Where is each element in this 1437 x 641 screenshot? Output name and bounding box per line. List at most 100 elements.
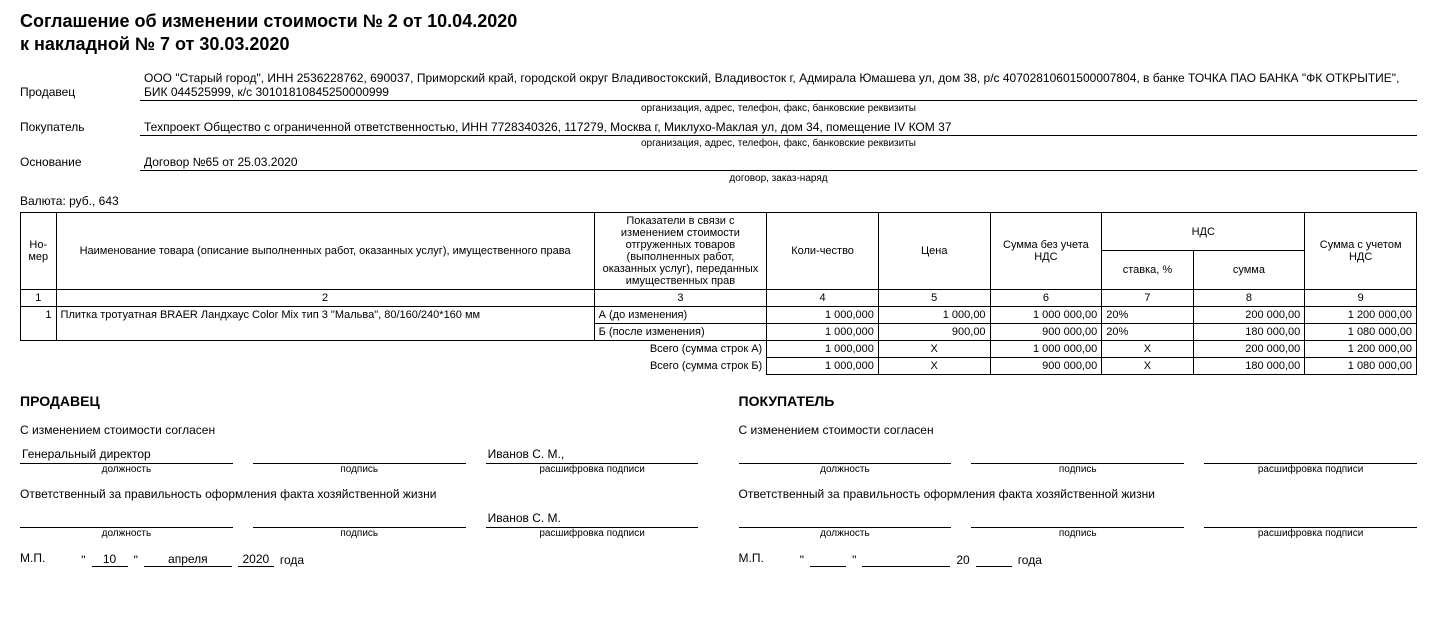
buyer-resp-sign bbox=[971, 511, 1184, 528]
seller-resp-text: Ответственный за правильность оформления… bbox=[20, 487, 699, 501]
buyer-position bbox=[739, 447, 952, 464]
totals-b-vat-sum: 180 000,00 bbox=[1193, 357, 1305, 374]
th-c2: 2 bbox=[56, 289, 594, 306]
quote-open: " bbox=[81, 553, 85, 567]
th-num: Но-мер bbox=[21, 212, 57, 289]
seller-stamp-row: М.П. " 10 " апреля 2020 года bbox=[20, 551, 699, 567]
cell-a-vat-rate: 20% bbox=[1102, 306, 1193, 323]
buyer-day bbox=[810, 566, 846, 567]
cap-sign: подпись bbox=[253, 464, 466, 475]
buyer-sig-heading: ПОКУПАТЕЛЬ bbox=[739, 393, 1418, 409]
seller-day: 10 bbox=[92, 552, 128, 567]
totals-b-sum-no-vat: 900 000,00 bbox=[990, 357, 1102, 374]
cell-b-label: Б (после изменения) bbox=[594, 323, 767, 340]
seller-signature-col: ПРОДАВЕЦ С изменением стоимости согласен… bbox=[20, 393, 699, 567]
totals-a-label: Всего (сумма строк А) bbox=[594, 340, 767, 357]
th-indicators: Показатели в связи с изменением стоимост… bbox=[594, 212, 767, 289]
seller-resp-sign bbox=[253, 511, 466, 528]
buyer-resp-name bbox=[1204, 511, 1417, 528]
th-vat: НДС bbox=[1102, 212, 1305, 251]
cap-position2: должность bbox=[20, 528, 233, 539]
cap-sign4: подпись bbox=[971, 528, 1184, 539]
cap-decode2: расшифровка подписи bbox=[486, 528, 699, 539]
buyer-signature-col: ПОКУПАТЕЛЬ С изменением стоимости соглас… bbox=[739, 393, 1418, 567]
buyer-row: Покупатель Техпроект Общество с ограниче… bbox=[20, 120, 1417, 136]
currency-text: Валюта: руб., 643 bbox=[20, 194, 1417, 208]
cell-a-qty: 1 000,000 bbox=[767, 306, 879, 323]
cell-a-sum-no-vat: 1 000 000,00 bbox=[990, 306, 1102, 323]
seller-name: Иванов С. М., bbox=[486, 447, 699, 464]
totals-b-vat-rate: Х bbox=[1102, 357, 1193, 374]
cap-decode4: расшифровка подписи bbox=[1204, 528, 1417, 539]
totals-a-vat-sum: 200 000,00 bbox=[1193, 340, 1305, 357]
seller-agree-text: С изменением стоимости согласен bbox=[20, 423, 699, 437]
seller-sign bbox=[253, 447, 466, 464]
buyer-agree-text: С изменением стоимости согласен bbox=[739, 423, 1418, 437]
th-sum-no-vat: Сумма без учета НДС bbox=[990, 212, 1102, 289]
totals-b-qty: 1 000,000 bbox=[767, 357, 879, 374]
year-prefix: 20 bbox=[956, 553, 969, 567]
th-c3: 3 bbox=[594, 289, 767, 306]
th-c9: 9 bbox=[1305, 289, 1417, 306]
seller-resp-position bbox=[20, 511, 233, 528]
cell-num: 1 bbox=[21, 306, 57, 340]
basis-label: Основание bbox=[20, 155, 140, 171]
cap-position4: должность bbox=[739, 528, 952, 539]
totals-a-sum-with-vat: 1 200 000,00 bbox=[1305, 340, 1417, 357]
buyer-caption: организация, адрес, телефон, факс, банко… bbox=[140, 138, 1417, 149]
buyer-year bbox=[976, 566, 1012, 567]
seller-month: апреля bbox=[144, 552, 232, 567]
th-qty: Коли-чество bbox=[767, 212, 879, 289]
table-row: 1 Плитка тротуатная BRAER Ландхаус Color… bbox=[21, 306, 1417, 323]
buyer-stamp: М.П. bbox=[739, 551, 764, 567]
totals-a-qty: 1 000,000 bbox=[767, 340, 879, 357]
seller-sig-heading: ПРОДАВЕЦ bbox=[20, 393, 699, 409]
totals-row-a: Всего (сумма строк А) 1 000,000 Х 1 000 … bbox=[21, 340, 1417, 357]
th-c4: 4 bbox=[767, 289, 879, 306]
cell-a-label: А (до изменения) bbox=[594, 306, 767, 323]
buyer-stamp-row: М.П. " " 20 года bbox=[739, 551, 1418, 567]
cap-sign3: подпись bbox=[971, 464, 1184, 475]
buyer-sign bbox=[971, 447, 1184, 464]
cell-b-sum-no-vat: 900 000,00 bbox=[990, 323, 1102, 340]
buyer-resp-text: Ответственный за правильность оформления… bbox=[739, 487, 1418, 501]
totals-b-sum-with-vat: 1 080 000,00 bbox=[1305, 357, 1417, 374]
cap-decode: расшифровка подписи bbox=[486, 464, 699, 475]
main-table: Но-мер Наименование товара (описание вып… bbox=[20, 212, 1417, 375]
totals-a-price: Х bbox=[878, 340, 990, 357]
seller-stamp: М.П. bbox=[20, 551, 45, 567]
cell-a-vat-sum: 200 000,00 bbox=[1193, 306, 1305, 323]
quote-open2: " bbox=[800, 553, 804, 567]
totals-row-b: Всего (сумма строк Б) 1 000,000 Х 900 00… bbox=[21, 357, 1417, 374]
th-name: Наименование товара (описание выполненны… bbox=[56, 212, 594, 289]
cell-b-vat-sum: 180 000,00 bbox=[1193, 323, 1305, 340]
seller-value: ООО "Старый город", ИНН 2536228762, 6900… bbox=[140, 71, 1417, 101]
th-c1: 1 bbox=[21, 289, 57, 306]
th-c5: 5 bbox=[878, 289, 990, 306]
basis-caption: договор, заказ-наряд bbox=[140, 173, 1417, 184]
title-line2: к накладной № 7 от 30.03.2020 bbox=[20, 33, 1417, 56]
cell-b-vat-rate: 20% bbox=[1102, 323, 1193, 340]
th-vat-rate: ставка, % bbox=[1102, 251, 1193, 290]
th-c7: 7 bbox=[1102, 289, 1193, 306]
cell-b-qty: 1 000,000 bbox=[767, 323, 879, 340]
quote-close2: " bbox=[852, 553, 856, 567]
th-vat-sum: сумма bbox=[1193, 251, 1305, 290]
basis-row: Основание Договор №65 от 25.03.2020 bbox=[20, 155, 1417, 171]
totals-a-vat-rate: Х bbox=[1102, 340, 1193, 357]
quote-close: " bbox=[134, 553, 138, 567]
seller-row: Продавец ООО "Старый город", ИНН 2536228… bbox=[20, 71, 1417, 101]
cell-a-price: 1 000,00 bbox=[878, 306, 990, 323]
cell-name: Плитка тротуатная BRAER Ландхаус Color M… bbox=[56, 306, 594, 340]
basis-value: Договор №65 от 25.03.2020 bbox=[140, 155, 1417, 171]
year-suffix2: года bbox=[1018, 553, 1042, 567]
buyer-label: Покупатель bbox=[20, 120, 140, 136]
th-sum-with-vat: Сумма с учетом НДС bbox=[1305, 212, 1417, 289]
document-title: Соглашение об изменении стоимости № 2 от… bbox=[20, 10, 1417, 57]
title-line1: Соглашение об изменении стоимости № 2 от… bbox=[20, 10, 1417, 33]
cap-position3: должность bbox=[739, 464, 952, 475]
cell-b-sum-with-vat: 1 080 000,00 bbox=[1305, 323, 1417, 340]
th-c8: 8 bbox=[1193, 289, 1305, 306]
seller-resp-name: Иванов С. М. bbox=[486, 511, 699, 528]
cap-sign2: подпись bbox=[253, 528, 466, 539]
